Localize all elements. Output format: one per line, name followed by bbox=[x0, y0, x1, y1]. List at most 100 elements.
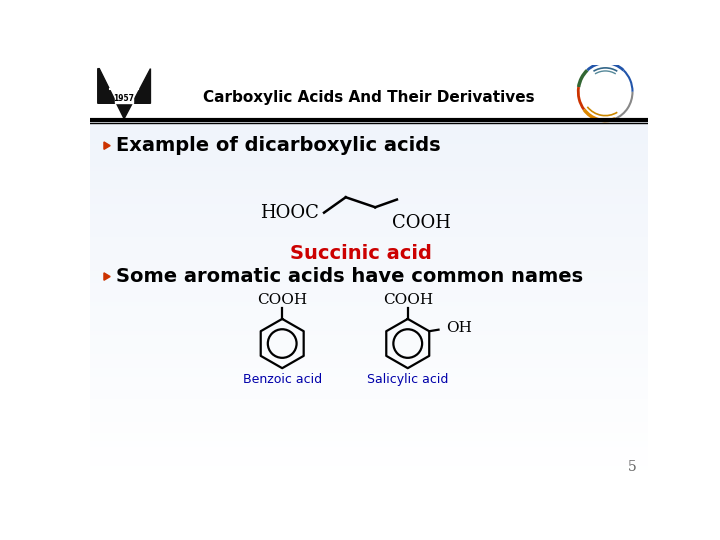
Bar bbox=[90, 432, 648, 435]
Bar bbox=[90, 220, 648, 223]
Bar bbox=[90, 291, 648, 294]
Text: OH: OH bbox=[446, 321, 472, 335]
Bar bbox=[90, 378, 648, 381]
Bar bbox=[90, 295, 648, 298]
Bar bbox=[90, 463, 648, 466]
Bar bbox=[90, 77, 648, 79]
Bar bbox=[90, 162, 648, 165]
Bar bbox=[90, 170, 648, 173]
Bar bbox=[90, 218, 648, 221]
Bar bbox=[90, 303, 648, 306]
Bar bbox=[90, 461, 648, 464]
Bar bbox=[90, 368, 648, 370]
Bar bbox=[90, 444, 648, 447]
Bar bbox=[90, 413, 648, 416]
Text: Carboxylic Acids And Their Derivatives: Carboxylic Acids And Their Derivatives bbox=[203, 90, 535, 105]
Bar bbox=[90, 434, 648, 437]
Bar bbox=[90, 384, 648, 387]
Bar bbox=[90, 72, 648, 75]
Bar bbox=[90, 176, 648, 179]
Bar bbox=[90, 328, 648, 331]
Bar bbox=[90, 102, 648, 104]
Bar bbox=[90, 166, 648, 168]
Bar bbox=[90, 469, 648, 472]
Bar bbox=[90, 417, 648, 420]
Bar bbox=[90, 467, 648, 470]
Polygon shape bbox=[104, 273, 110, 280]
Bar bbox=[90, 361, 648, 364]
Bar bbox=[90, 228, 648, 231]
Bar bbox=[90, 149, 648, 152]
Bar bbox=[90, 126, 648, 129]
Bar bbox=[90, 158, 648, 160]
Bar bbox=[90, 345, 648, 348]
Bar bbox=[90, 407, 648, 410]
Bar bbox=[90, 189, 648, 192]
Bar bbox=[90, 207, 648, 211]
Bar bbox=[90, 199, 648, 202]
Bar bbox=[90, 351, 648, 354]
Bar bbox=[90, 247, 648, 250]
Bar bbox=[90, 164, 648, 167]
Bar bbox=[90, 201, 648, 204]
Bar bbox=[90, 287, 648, 289]
Polygon shape bbox=[104, 142, 110, 150]
Bar bbox=[90, 95, 648, 98]
Bar bbox=[90, 322, 648, 325]
Bar bbox=[90, 357, 648, 360]
Bar bbox=[90, 131, 648, 133]
Bar bbox=[90, 116, 648, 119]
Bar bbox=[90, 204, 648, 206]
Bar bbox=[90, 280, 648, 283]
Bar bbox=[90, 232, 648, 235]
Bar bbox=[90, 305, 648, 308]
Bar bbox=[90, 415, 648, 418]
Bar bbox=[90, 99, 648, 102]
Bar bbox=[90, 309, 648, 312]
Bar bbox=[90, 382, 648, 385]
Polygon shape bbox=[98, 69, 150, 119]
Bar bbox=[90, 386, 648, 389]
Bar bbox=[90, 451, 648, 454]
Bar bbox=[90, 341, 648, 343]
Bar bbox=[90, 91, 648, 94]
Bar bbox=[90, 214, 648, 217]
Bar bbox=[90, 320, 648, 322]
Bar bbox=[90, 399, 648, 402]
Bar bbox=[90, 172, 648, 175]
Text: Benzoic acid: Benzoic acid bbox=[243, 373, 322, 386]
Bar bbox=[90, 85, 648, 87]
Bar bbox=[90, 447, 648, 449]
Bar bbox=[90, 205, 648, 208]
Bar bbox=[90, 197, 648, 200]
Bar bbox=[90, 249, 648, 252]
Bar bbox=[90, 314, 648, 316]
Bar bbox=[90, 114, 648, 117]
Bar bbox=[90, 411, 648, 414]
Bar bbox=[90, 210, 648, 212]
Bar bbox=[90, 353, 648, 356]
Text: 5: 5 bbox=[628, 461, 636, 475]
Bar bbox=[90, 397, 648, 400]
Bar bbox=[90, 231, 648, 233]
Bar bbox=[90, 278, 648, 281]
Bar bbox=[90, 64, 648, 67]
Text: Salicylic acid: Salicylic acid bbox=[367, 373, 449, 386]
Bar bbox=[90, 93, 648, 96]
Bar bbox=[90, 133, 648, 136]
Bar bbox=[90, 449, 648, 451]
Bar bbox=[90, 342, 648, 346]
Bar bbox=[90, 120, 648, 123]
Bar bbox=[90, 224, 648, 227]
Bar bbox=[90, 234, 648, 238]
Text: COOH: COOH bbox=[383, 293, 433, 307]
Bar bbox=[90, 168, 648, 171]
Bar bbox=[90, 372, 648, 375]
Bar bbox=[90, 255, 648, 258]
Text: COOH: COOH bbox=[392, 214, 451, 232]
Bar bbox=[90, 393, 648, 395]
Bar bbox=[90, 405, 648, 408]
Bar bbox=[90, 68, 648, 71]
Bar bbox=[90, 195, 648, 198]
Bar bbox=[90, 476, 648, 478]
